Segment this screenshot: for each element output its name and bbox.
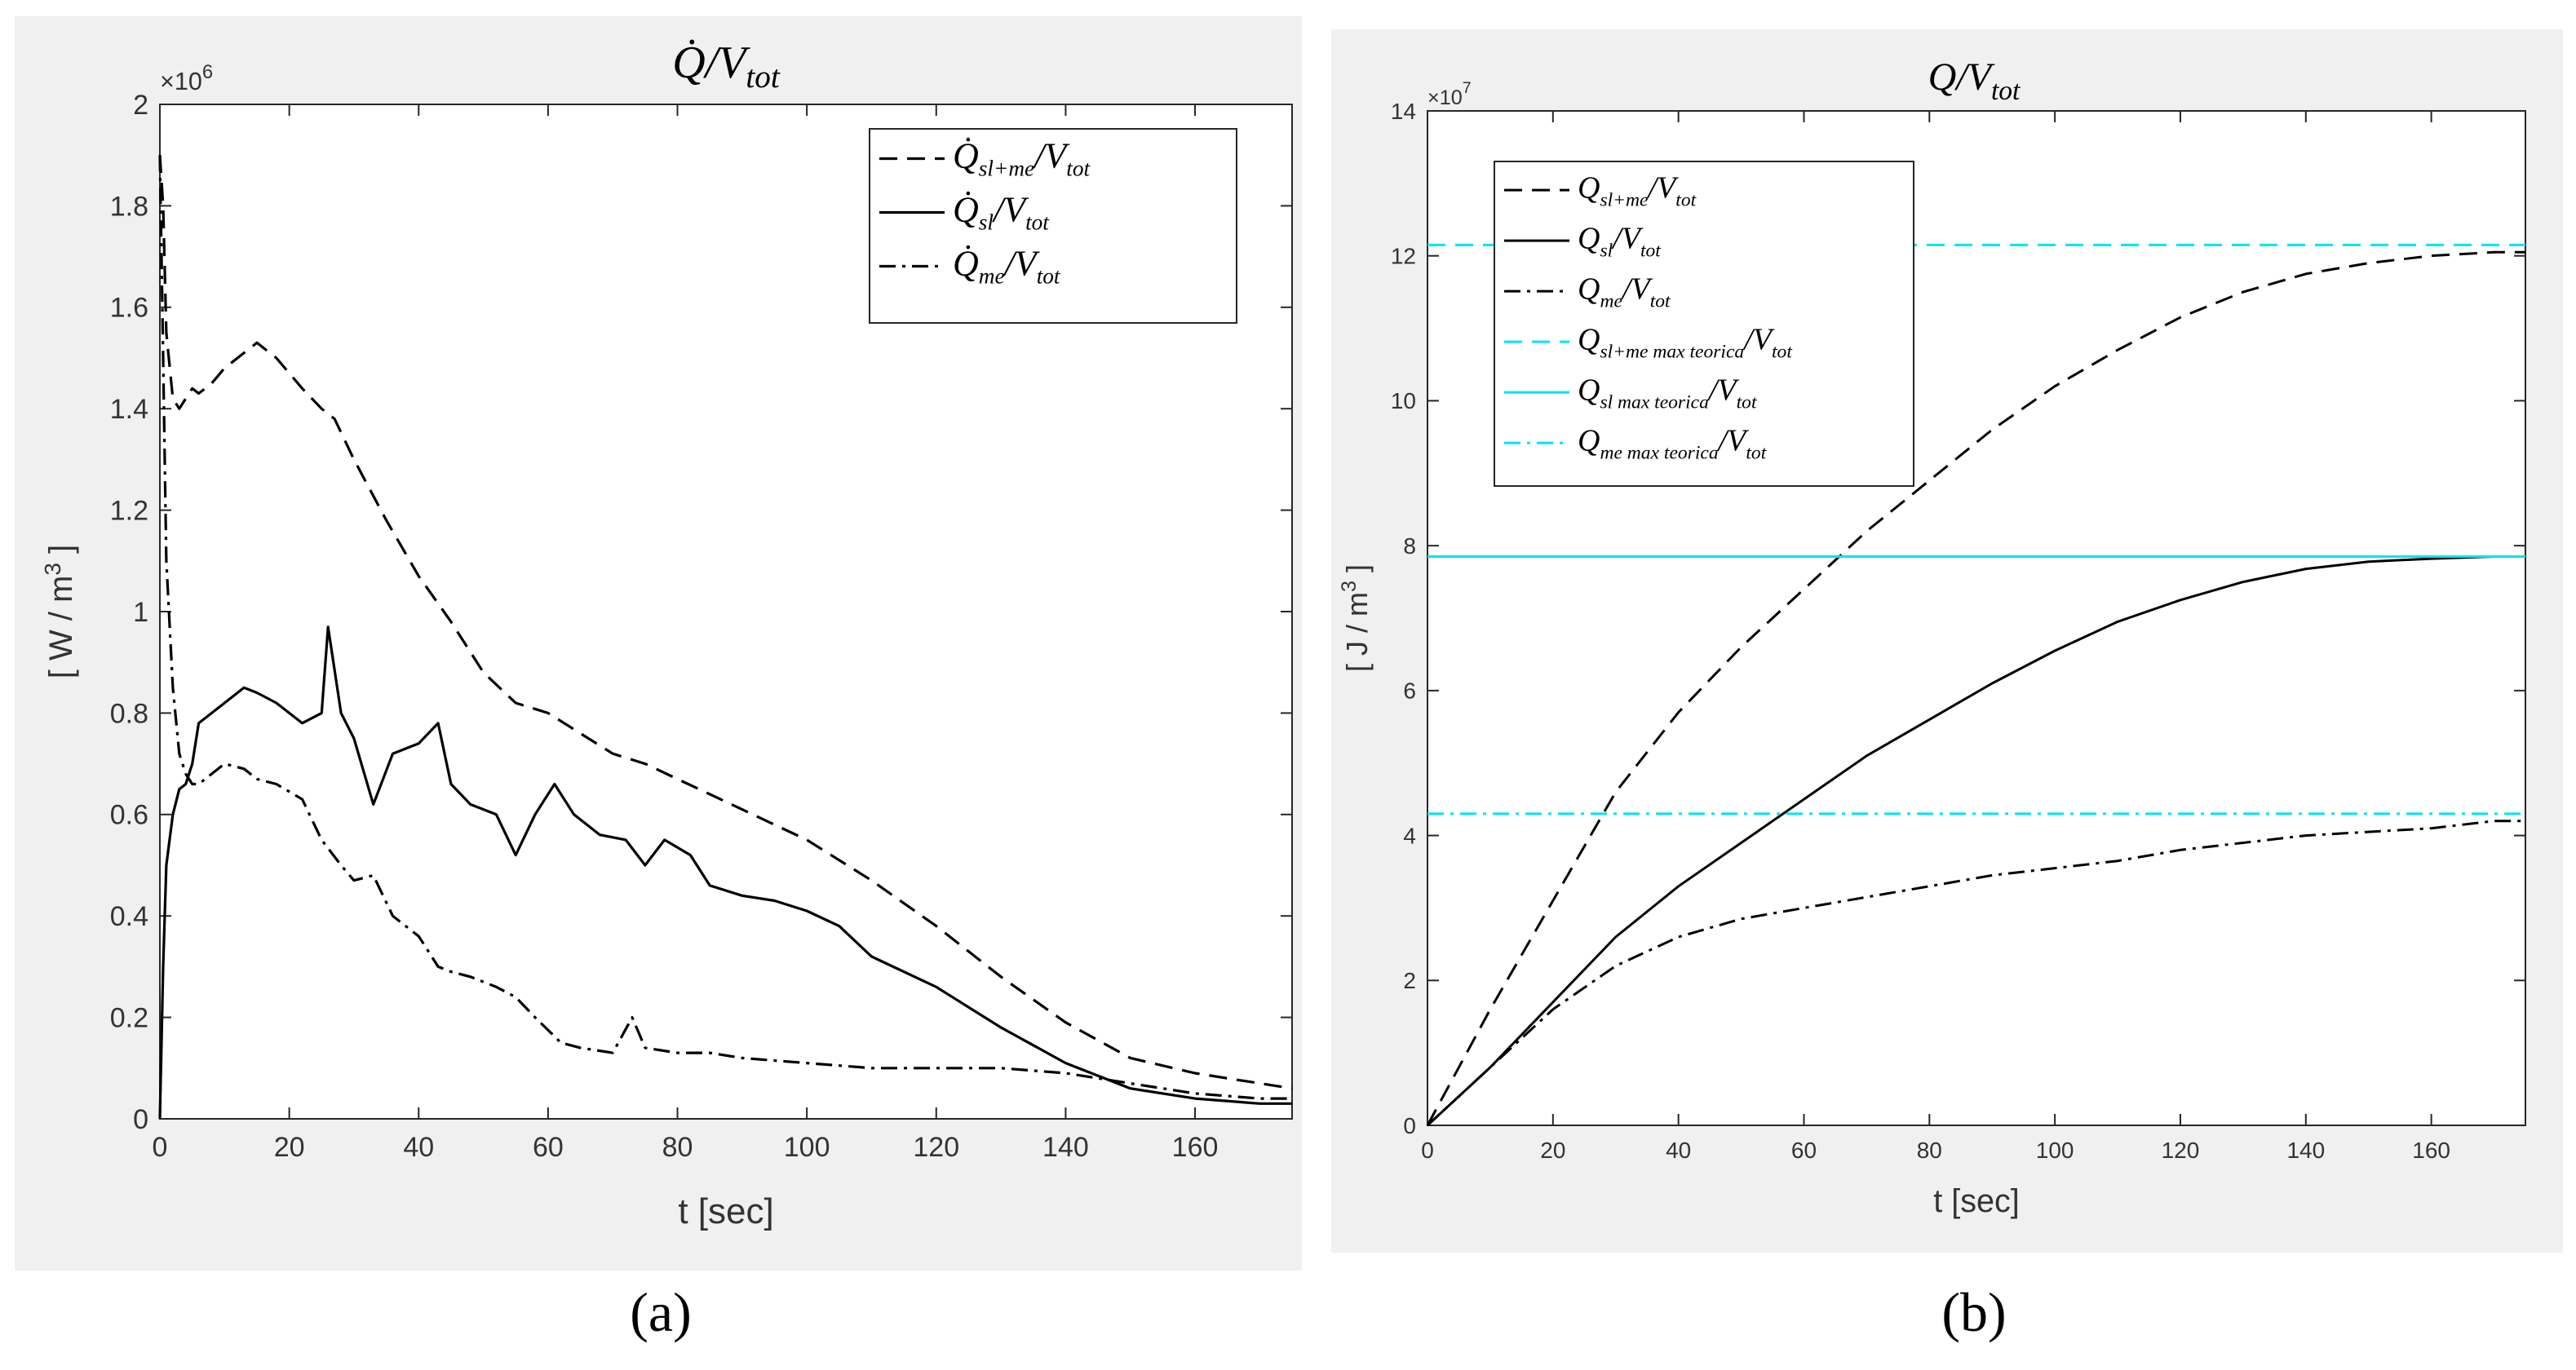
x-tick-label-a: 80 <box>662 1132 693 1163</box>
legend-label-b-1: Qsl/Vtot <box>1578 222 1662 262</box>
series-line-a-1 <box>158 625 1292 1120</box>
x-tick-label-a: 100 <box>784 1132 830 1163</box>
series-line-a-0 <box>158 155 1293 1090</box>
y-tick-label-b: 14 <box>1391 99 1416 124</box>
y-tick-label-a: 1.8 <box>110 191 148 222</box>
y-tick-label-a: 2 <box>133 90 148 121</box>
legend-label-b-4: Qsl max teorica/Vtot <box>1578 373 1758 413</box>
x-tick-label-b: 140 <box>2286 1138 2325 1163</box>
x-tick-label-b: 100 <box>2036 1138 2074 1163</box>
x-tick-label-a: 140 <box>1042 1132 1089 1163</box>
y-exponent-b: ×107 <box>1427 79 1472 109</box>
legend-label-b-3: Qsl+me max teorica/Vtot <box>1578 323 1793 363</box>
x-tick-label-a: 40 <box>403 1132 434 1163</box>
series-line-b-1 <box>1426 555 2525 1127</box>
y-tick-label-a: 1 <box>133 597 148 628</box>
y-tick-label-b: 8 <box>1403 533 1416 559</box>
legend-box-a <box>869 128 1237 324</box>
y-tick-label-a: 0.6 <box>110 800 148 831</box>
y-tick-label-a: 0.8 <box>110 698 148 729</box>
y-tick-label-b: 0 <box>1403 1113 1416 1138</box>
x-tick-label-a: 60 <box>533 1132 564 1163</box>
legend-label-b-0: Qsl+me/Vtot <box>1578 171 1697 211</box>
caption-a: (a) <box>630 1281 692 1343</box>
caption-b: (b) <box>1941 1281 2007 1343</box>
x-axis-label-a: t [sec] <box>678 1191 773 1231</box>
x-tick-label-b: 0 <box>1421 1138 1434 1163</box>
y-tick-label-a: 1.4 <box>110 394 148 425</box>
x-tick-label-b: 120 <box>2162 1138 2200 1163</box>
x-tick-label-b: 160 <box>2412 1138 2450 1163</box>
legend-box-b <box>1494 161 1914 487</box>
chart-title-b: Q/Vtot <box>1928 55 2021 106</box>
y-tick-label-a: 0 <box>133 1104 148 1135</box>
y-tick-label-b: 4 <box>1403 823 1416 848</box>
x-axis-label-b: t [sec] <box>1933 1183 2020 1219</box>
series-line-b-2 <box>1426 820 2525 1127</box>
y-tick-label-b: 6 <box>1403 678 1416 704</box>
x-tick-label-b: 20 <box>1540 1138 1565 1163</box>
x-tick-label-b: 60 <box>1791 1138 1817 1163</box>
y-tick-label-a: 0.4 <box>110 901 148 932</box>
legend-label-b-5: Qme max teorica/Vtot <box>1578 424 1768 464</box>
x-tick-label-a: 20 <box>274 1132 305 1163</box>
y-tick-label-b: 10 <box>1391 388 1416 413</box>
x-tick-label-b: 80 <box>1917 1138 1942 1163</box>
x-tick-label-a: 160 <box>1172 1132 1219 1163</box>
legend-label-b-2: Qme/Vtot <box>1578 272 1671 312</box>
y-tick-label-a: 1.6 <box>110 293 148 324</box>
x-tick-label-a: 0 <box>153 1132 168 1163</box>
y-exponent-a: ×106 <box>160 61 213 95</box>
y-axis-label-b: [ J / m3 ] <box>1338 564 1374 672</box>
y-tick-label-a: 1.2 <box>110 496 148 527</box>
y-tick-label-b: 2 <box>1403 968 1416 993</box>
legend-label-a-2: Q̇me/Vtot <box>953 244 1061 289</box>
legend-label-a-1: Q̇sl/Vtot <box>953 190 1050 235</box>
y-tick-label-a: 0.2 <box>110 1003 148 1034</box>
x-tick-label-b: 40 <box>1666 1138 1691 1163</box>
y-axis-label-a: [ W / m3 ] <box>40 545 79 678</box>
legend-label-a-0: Q̇sl+me/Vtot <box>953 136 1091 181</box>
x-tick-label-a: 120 <box>913 1132 959 1163</box>
y-tick-label-b: 12 <box>1391 244 1416 269</box>
chart-title-a: Q̇/Vtot <box>672 38 781 95</box>
series-line-a-2 <box>158 155 1292 1100</box>
